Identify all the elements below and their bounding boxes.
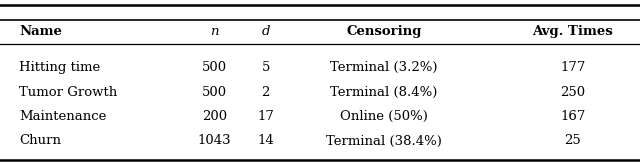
Text: Churn: Churn (19, 134, 61, 148)
Text: Name: Name (19, 25, 62, 38)
Text: Terminal (3.2%): Terminal (3.2%) (330, 61, 438, 74)
Text: 167: 167 (560, 110, 586, 123)
Text: Online (50%): Online (50%) (340, 110, 428, 123)
Text: 250: 250 (560, 86, 586, 99)
Text: 200: 200 (202, 110, 227, 123)
Text: Censoring: Censoring (346, 25, 422, 38)
Text: Tumor Growth: Tumor Growth (19, 86, 118, 99)
Text: n: n (210, 25, 219, 38)
Text: Avg. Times: Avg. Times (532, 25, 613, 38)
Text: 5: 5 (261, 61, 270, 74)
Text: 17: 17 (257, 110, 274, 123)
Text: d: d (261, 25, 270, 38)
Text: Maintenance: Maintenance (19, 110, 107, 123)
Text: 500: 500 (202, 61, 227, 74)
Text: 2: 2 (261, 86, 270, 99)
Text: Terminal (8.4%): Terminal (8.4%) (330, 86, 438, 99)
Text: Terminal (38.4%): Terminal (38.4%) (326, 134, 442, 148)
Text: Hitting time: Hitting time (19, 61, 100, 74)
Text: 1043: 1043 (198, 134, 231, 148)
Text: 500: 500 (202, 86, 227, 99)
Text: 177: 177 (560, 61, 586, 74)
Text: 14: 14 (257, 134, 274, 148)
Text: 25: 25 (564, 134, 581, 148)
